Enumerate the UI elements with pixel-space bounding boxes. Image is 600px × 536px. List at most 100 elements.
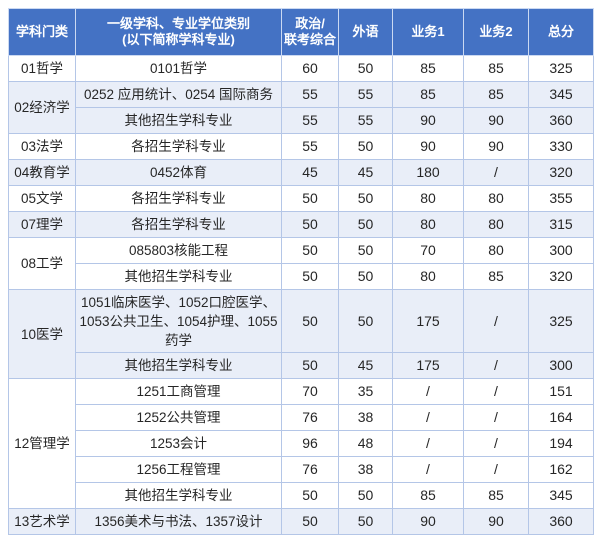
- politics-score-cell: 55: [281, 81, 339, 108]
- business1-score-cell: 80: [392, 185, 464, 212]
- table-row: 01哲学 0101哲学 60 50 85 85 325: [8, 55, 594, 82]
- header-cell-line: (以下简称学科专业): [122, 32, 235, 47]
- header-cell-line: 政治/: [295, 16, 325, 31]
- table-row: 07理学 各招生学科专业 50 50 80 80 315: [8, 211, 594, 238]
- major-cell: 0101哲学: [75, 55, 282, 82]
- foreign-language-score-cell: 45: [338, 159, 393, 186]
- politics-score-cell: 55: [281, 133, 339, 160]
- header-cell-4: 外语: [338, 8, 393, 56]
- business2-score-cell: 85: [463, 81, 529, 108]
- major-cell: 其他招生学科专业: [75, 107, 282, 134]
- foreign-language-score-cell: 50: [338, 263, 393, 290]
- politics-score-cell: 50: [281, 263, 339, 290]
- total-score-cell: 194: [528, 430, 594, 457]
- table-row: 05文学 各招生学科专业 50 50 80 80 355: [8, 185, 594, 212]
- business1-score-cell: 180: [392, 159, 464, 186]
- foreign-language-score-cell: 50: [338, 237, 393, 264]
- total-score-cell: 300: [528, 352, 594, 379]
- business1-score-cell: 175: [392, 289, 464, 353]
- header-cell-line: 学科门类: [15, 24, 68, 39]
- total-score-cell: 320: [528, 159, 594, 186]
- table-row: 其他招生学科专业 55 55 90 90 360: [9, 107, 594, 134]
- major-cell: 1356美术与书法、1357设计: [75, 508, 282, 535]
- business1-score-cell: 175: [392, 352, 464, 379]
- business2-score-cell: /: [463, 430, 529, 457]
- politics-score-cell: 50: [281, 211, 339, 238]
- foreign-language-score-cell: 50: [338, 55, 393, 82]
- major-cell: 其他招生学科专业: [75, 263, 282, 290]
- total-score-cell: 330: [528, 133, 594, 160]
- table-row: 1252公共管理 76 38//164: [9, 404, 594, 431]
- header-cell-line: 外语: [352, 24, 379, 39]
- header-cell-line: 联考综合: [283, 32, 336, 47]
- business1-score-cell: 80: [392, 211, 464, 238]
- business2-score-cell: /: [463, 404, 529, 431]
- business1-score-cell: 70: [392, 237, 464, 264]
- category-cell: 04教育学: [8, 159, 76, 186]
- foreign-language-score-cell: 55: [338, 107, 393, 134]
- category-cell: 08工学: [8, 237, 76, 290]
- politics-score-cell: 76: [281, 456, 339, 483]
- business2-score-cell: 80: [463, 211, 529, 238]
- politics-score-cell: 50: [281, 289, 339, 353]
- politics-score-cell: 55: [281, 107, 339, 134]
- business1-score-cell: 90: [392, 107, 464, 134]
- category-cell: 02经济学: [8, 81, 76, 134]
- business1-score-cell: /: [392, 430, 464, 457]
- category-cell: 10医学: [8, 289, 76, 379]
- business1-score-cell: 85: [392, 482, 464, 509]
- business2-score-cell: 90: [463, 508, 529, 535]
- category-cell: 13艺术学: [8, 508, 76, 535]
- business2-score-cell: /: [463, 289, 529, 353]
- business2-score-cell: 80: [463, 185, 529, 212]
- major-cell: 1256工程管理: [75, 456, 282, 483]
- business2-score-cell: 85: [463, 263, 529, 290]
- politics-score-cell: 60: [281, 55, 339, 82]
- business2-score-cell: 80: [463, 237, 529, 264]
- header-cell-1: 学科门类: [8, 8, 76, 56]
- business1-score-cell: /: [392, 404, 464, 431]
- total-score-cell: 355: [528, 185, 594, 212]
- table-row: 其他招生学科专业 50 50 85 85 345: [9, 482, 594, 509]
- category-cell: 12管理学: [8, 378, 76, 509]
- table-row: 12管理学 1251工商管理 70 35//151: [8, 378, 594, 509]
- category-cell: 03法学: [8, 133, 76, 160]
- major-cell: 085803核能工程: [75, 237, 282, 264]
- major-cell: 各招生学科专业: [75, 133, 282, 160]
- politics-score-cell: 96: [281, 430, 339, 457]
- foreign-language-score-cell: 55: [338, 81, 393, 108]
- foreign-language-score-cell: 50: [338, 211, 393, 238]
- major-cell: 0452体育: [75, 159, 282, 186]
- politics-score-cell: 50: [281, 352, 339, 379]
- category-cell: 07理学: [8, 211, 76, 238]
- major-cell: 其他招生学科专业: [75, 482, 282, 509]
- politics-score-cell: 50: [281, 482, 339, 509]
- table-row: 13艺术学 1356美术与书法、1357设计 50 50 90 90 360: [8, 508, 594, 535]
- total-score-cell: 320: [528, 263, 594, 290]
- header-cell-5: 业务1: [392, 8, 464, 56]
- foreign-language-score-cell: 50: [338, 133, 393, 160]
- scores-table: 学科门类 一级学科、专业学位类别 (以下简称学科专业) 政治/联考综合 外语 业务1 业务2…: [8, 8, 594, 535]
- total-score-cell: 345: [528, 81, 594, 108]
- business2-score-cell: 90: [463, 133, 529, 160]
- major-cell: 其他招生学科专业: [75, 352, 282, 379]
- table-row: 1256工程管理 76 38//162: [9, 456, 594, 483]
- business1-score-cell: 80: [392, 263, 464, 290]
- business1-score-cell: 90: [392, 133, 464, 160]
- business1-score-cell: /: [392, 378, 464, 405]
- table-row: 08工学 085803核能工程 50 50 70 80 300: [8, 237, 594, 290]
- table-header: 学科门类 一级学科、专业学位类别 (以下简称学科专业) 政治/联考综合 外语 业务1 业务2…: [8, 8, 594, 56]
- foreign-language-score-cell: 50: [338, 185, 393, 212]
- business2-score-cell: /: [463, 159, 529, 186]
- header-cell-line: 业务1: [411, 24, 445, 39]
- major-cell: 0252 应用统计、0254 国际商务: [75, 81, 282, 108]
- total-score-cell: 164: [528, 404, 594, 431]
- major-cell: 1051临床医学、1052口腔医学、1053公共卫生、1054护理、1055药学: [75, 289, 282, 353]
- major-cell: 1252公共管理: [75, 404, 282, 431]
- total-score-cell: 151: [528, 378, 594, 405]
- table-body: 01哲学 0101哲学 60 50 85 85 325 02经济学 0252 应用统计、0254…: [8, 55, 594, 535]
- business2-score-cell: /: [463, 456, 529, 483]
- table-row: 02经济学 0252 应用统计、0254 国际商务 55 55 85 85 345: [8, 81, 594, 134]
- foreign-language-score-cell: 38: [338, 404, 393, 431]
- header-cell-line: 一级学科、专业学位类别: [106, 16, 250, 31]
